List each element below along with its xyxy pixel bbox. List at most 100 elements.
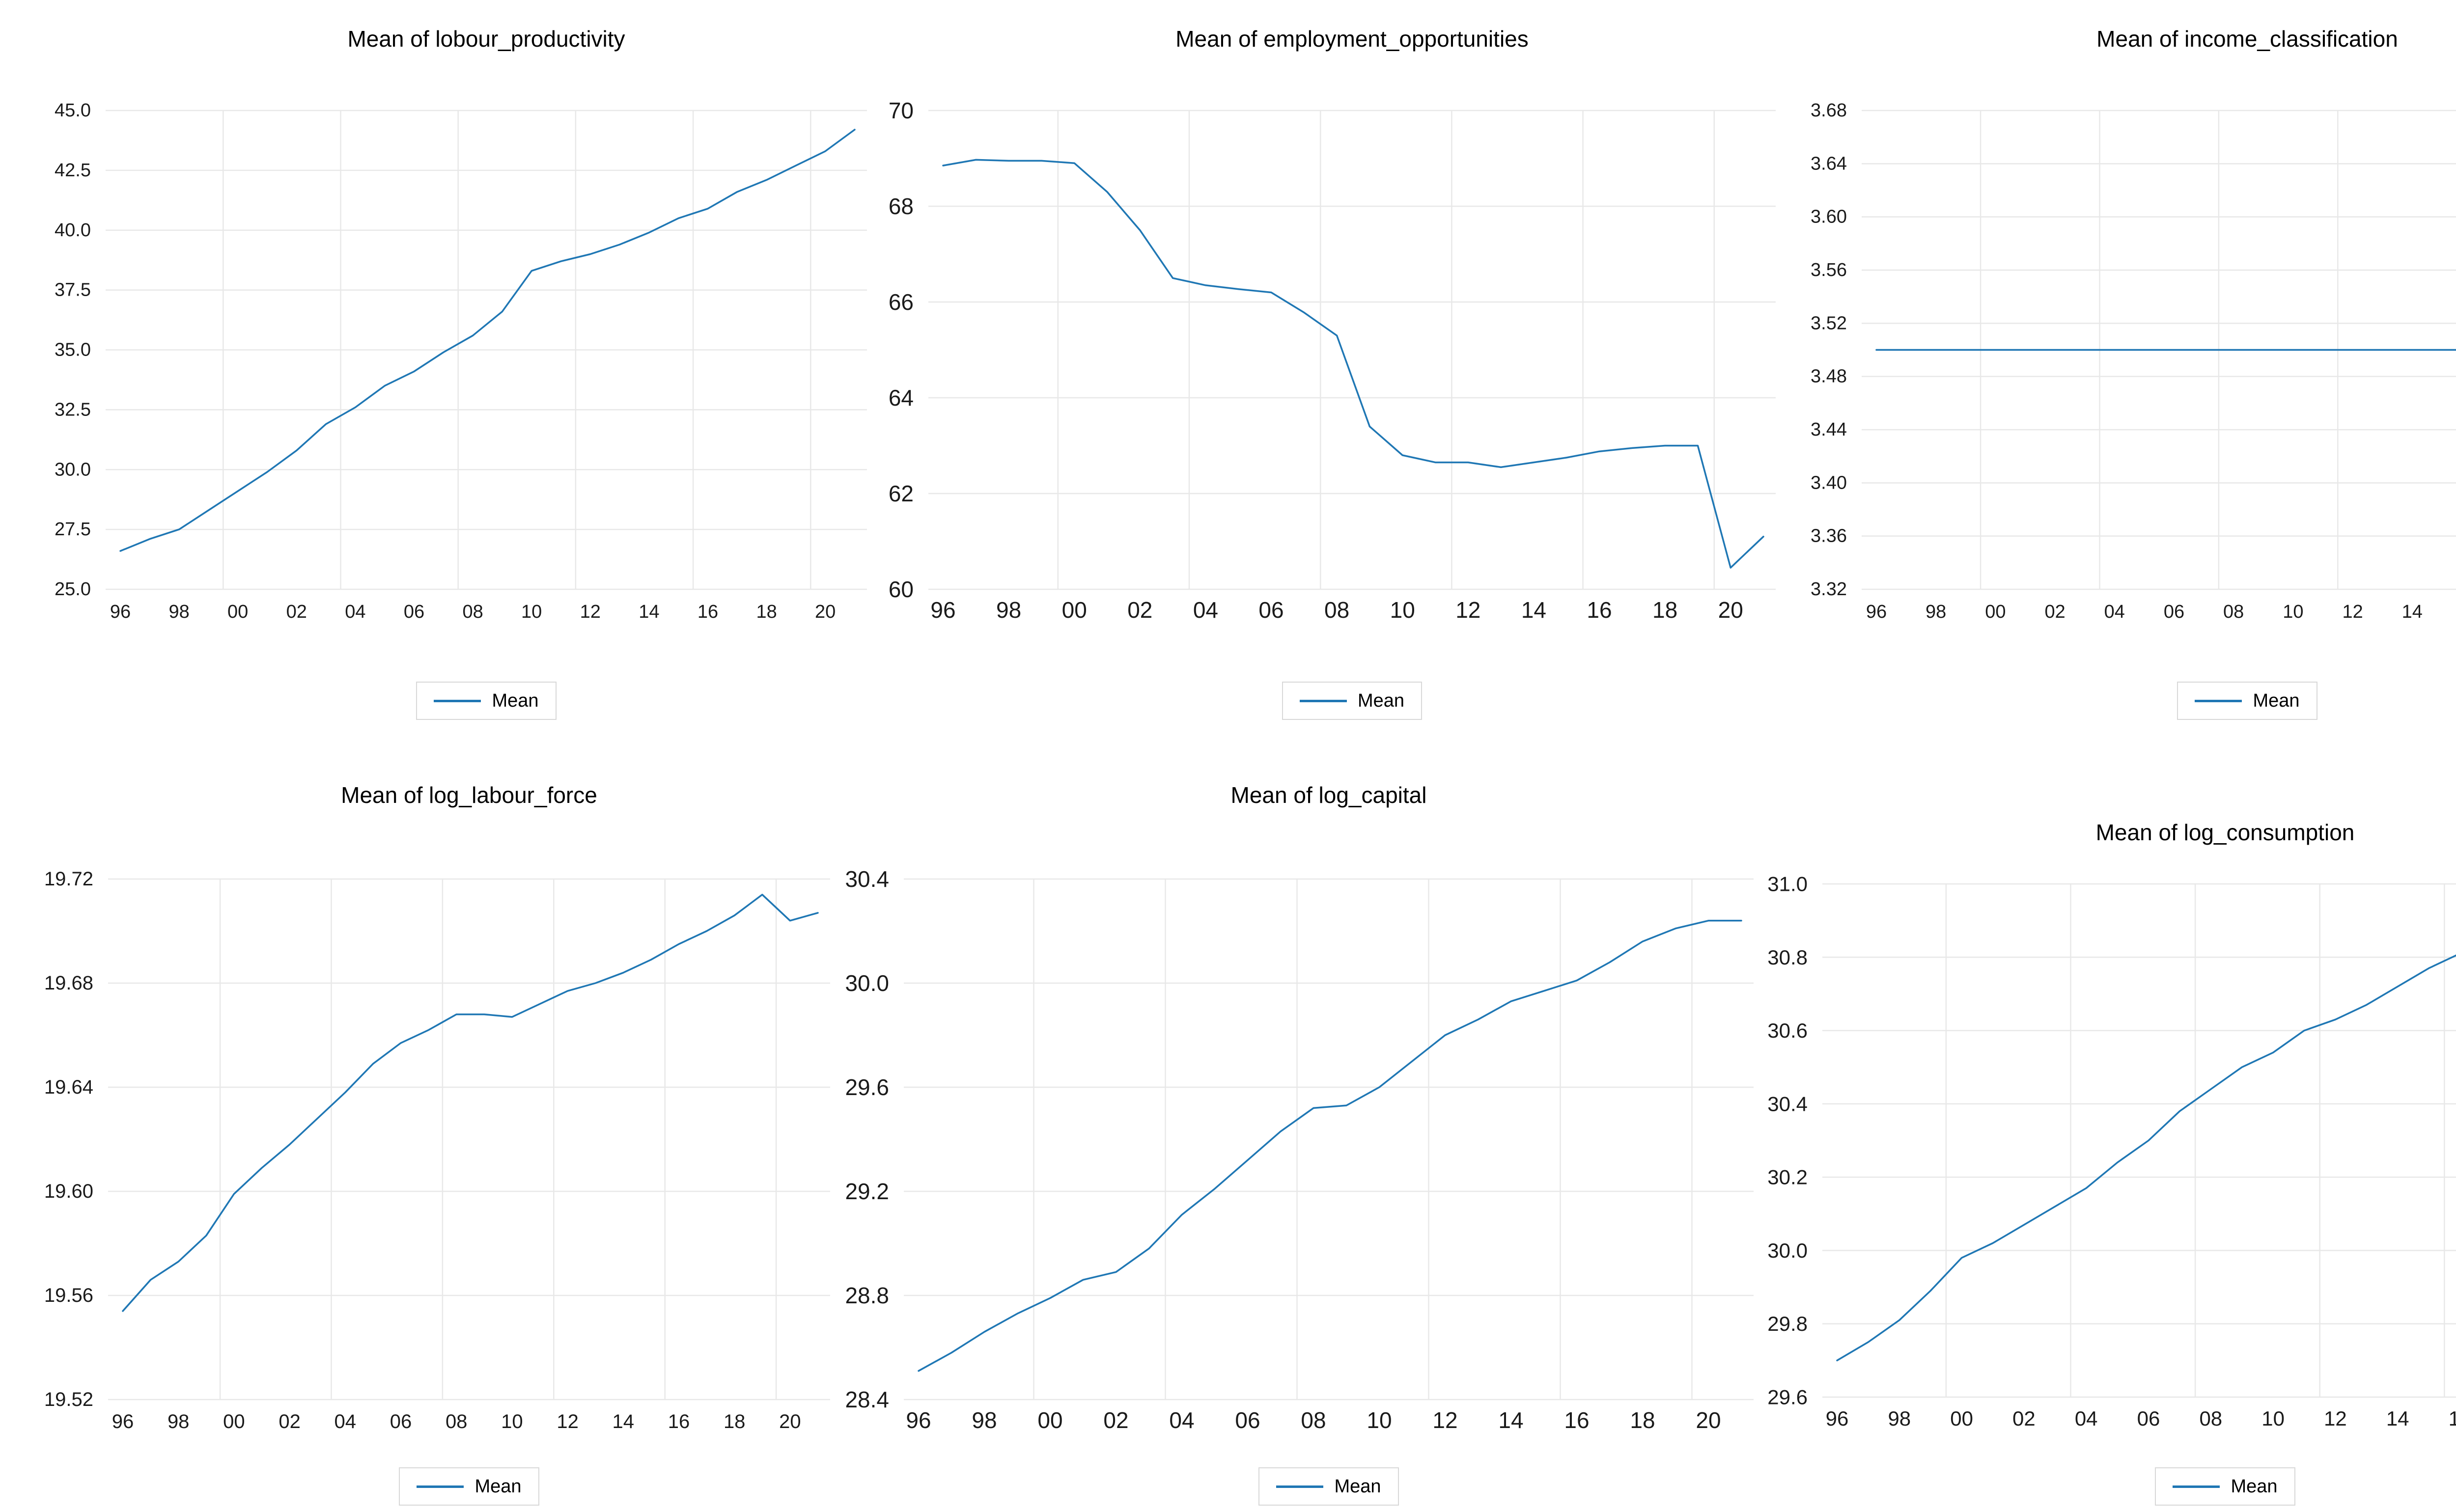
svg-text:30.4: 30.4 [845,866,889,892]
legend-box: Mean [1258,1467,1399,1506]
legend-box: Mean [399,1467,539,1506]
svg-text:32.5: 32.5 [55,399,91,420]
plot-area-log-capital: 28.4 28.8 29.2 29.6 30.0 30.4 96 98 00 02 04 06 08 10… [845,866,1754,1433]
chart-title-log-consumption: Mean of log_consumption [2095,820,2355,845]
svg-text:06: 06 [1235,1407,1260,1433]
svg-text:19.72: 19.72 [44,868,93,890]
svg-text:10: 10 [521,602,542,622]
svg-text:14: 14 [2386,1407,2409,1430]
svg-text:06: 06 [2137,1407,2160,1430]
svg-text:3.36: 3.36 [1811,526,1847,547]
svg-text:18: 18 [1652,597,1677,623]
svg-text:28.8: 28.8 [845,1283,889,1308]
legend-label: Mean [1357,690,1405,711]
legend-box: Mean [2177,682,2317,720]
svg-text:16: 16 [1587,597,1612,623]
svg-text:3.68: 3.68 [1811,100,1847,121]
svg-text:06: 06 [1258,597,1284,623]
svg-text:12: 12 [2342,602,2363,622]
svg-text:04: 04 [1193,597,1218,623]
svg-text:00: 00 [223,1411,245,1432]
legend-log-labour-force: Mean [108,1467,830,1506]
svg-text:16: 16 [1564,1407,1589,1433]
svg-text:30.2: 30.2 [1767,1166,1808,1189]
svg-text:3.40: 3.40 [1811,472,1847,493]
svg-text:16: 16 [2449,1407,2456,1430]
svg-text:29.2: 29.2 [845,1179,889,1204]
svg-text:02: 02 [286,602,307,622]
svg-text:30.4: 30.4 [1767,1092,1808,1115]
svg-text:31.0: 31.0 [1767,873,1808,896]
legend-log-capital: Mean [904,1467,1754,1506]
svg-text:02: 02 [279,1411,301,1432]
plot-area-log-consumption: 29.6 29.8 30.0 30.2 30.4 30.6 30.8 31.0 96 98 00 02… [1767,873,2456,1430]
svg-text:12: 12 [580,602,601,622]
svg-text:98: 98 [167,1411,190,1432]
svg-text:08: 08 [462,602,483,622]
svg-text:29.8: 29.8 [1767,1312,1808,1335]
chart-title-log-capital: Mean of log_capital [1230,782,1427,808]
svg-text:35.0: 35.0 [55,340,91,360]
svg-text:98: 98 [1888,1407,1911,1430]
svg-text:20: 20 [815,602,836,622]
svg-text:14: 14 [1498,1407,1523,1433]
svg-text:3.48: 3.48 [1811,366,1847,387]
svg-text:19.60: 19.60 [44,1181,93,1202]
svg-text:3.44: 3.44 [1811,419,1847,440]
svg-text:18: 18 [1630,1407,1655,1433]
svg-text:19.68: 19.68 [44,972,93,994]
svg-text:00: 00 [1950,1407,1973,1430]
svg-text:28.4: 28.4 [845,1387,889,1412]
svg-text:98: 98 [168,602,189,622]
svg-text:02: 02 [2012,1407,2036,1430]
svg-text:45.0: 45.0 [55,100,91,121]
legend-income-classification: Mean [1862,682,2456,720]
legend-label: Mean [474,1476,522,1497]
svg-text:27.5: 27.5 [55,519,91,540]
svg-text:96: 96 [1866,602,1887,622]
svg-text:18: 18 [724,1411,746,1432]
legend-label: Mean [2231,1476,2278,1497]
svg-text:19.64: 19.64 [44,1076,93,1098]
svg-text:12: 12 [1455,597,1480,623]
svg-text:68: 68 [889,193,914,219]
svg-text:16: 16 [698,602,718,622]
svg-text:06: 06 [404,602,424,622]
svg-text:08: 08 [1324,597,1349,623]
svg-text:98: 98 [972,1407,997,1433]
svg-text:30.0: 30.0 [845,970,889,996]
svg-text:3.32: 3.32 [1811,579,1847,600]
svg-text:04: 04 [345,602,365,622]
plot-area-log-labour-force: 19.52 19.56 19.60 19.64 19.68 19.72 96 98 00 02 04… [44,868,830,1432]
svg-text:30.0: 30.0 [1767,1239,1808,1262]
legend-label: Mean [2253,690,2300,711]
svg-text:25.0: 25.0 [55,579,91,600]
legend-line-sample-icon [1299,699,1347,702]
svg-text:20: 20 [1696,1407,1721,1433]
svg-text:96: 96 [1826,1407,1849,1430]
legend-label: Mean [1334,1476,1381,1497]
svg-text:98: 98 [1926,602,1946,622]
legend-box: Mean [2155,1467,2295,1506]
svg-text:64: 64 [889,385,914,411]
svg-text:04: 04 [2075,1407,2098,1430]
chart-title-lobour-productivity: Mean of lobour_productivity [347,26,625,52]
svg-text:96: 96 [110,602,131,622]
svg-text:02: 02 [2044,602,2065,622]
svg-text:16: 16 [668,1411,690,1432]
svg-text:30.0: 30.0 [55,459,91,480]
svg-text:06: 06 [390,1411,412,1432]
svg-text:12: 12 [557,1411,579,1432]
svg-text:3.60: 3.60 [1811,207,1847,227]
chart-title-income-classification: Mean of income_classification [2096,26,2398,52]
svg-text:00: 00 [1037,1407,1062,1433]
svg-text:08: 08 [2223,602,2244,622]
legend-line-sample-icon [2195,699,2242,702]
plot-area-lobour-productivity: 25.0 27.5 30.0 32.5 35.0 37.5 40.0 42.5 45.0 96 98… [55,100,867,622]
svg-text:70: 70 [889,98,914,123]
legend-line-sample-icon [2173,1485,2220,1488]
legend-line-sample-icon [1276,1485,1324,1488]
svg-text:06: 06 [2164,602,2184,622]
svg-text:10: 10 [501,1411,523,1432]
legend-box: Mean [1282,682,1423,720]
